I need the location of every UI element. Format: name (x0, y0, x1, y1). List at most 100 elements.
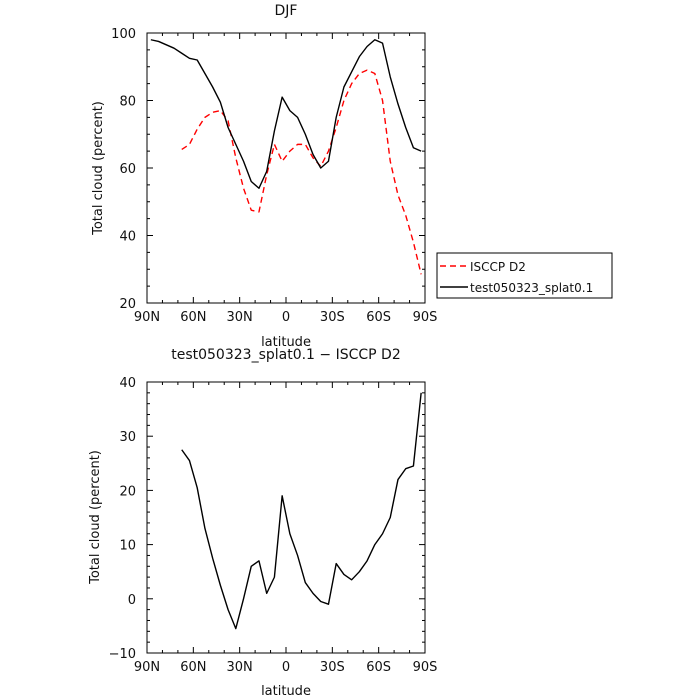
top-data-point (420, 150, 422, 152)
top-x-tick-label: 30N (227, 310, 253, 325)
legend-label-test050323-splat0-1: test050323_splat0.1 (470, 281, 593, 295)
top-chart-y-axis-label: Total cloud (percent) (91, 101, 106, 236)
bottom-chart-title: test050323_splat0.1 − ISCCP D2 (171, 347, 401, 363)
top-data-point (359, 56, 361, 58)
top-data-point (374, 73, 376, 75)
bottom-data-point (351, 579, 353, 581)
bottom-chart-y-axis-label: Total cloud (percent) (88, 450, 103, 585)
bottom-data-point (243, 598, 245, 600)
top-data-point (250, 181, 252, 183)
bottom-x-tick-label: 90N (134, 660, 160, 675)
bottom-data-point (181, 449, 183, 451)
top-y-tick-label: 60 (119, 162, 136, 177)
top-data-point (173, 47, 175, 49)
bottom-data-point (359, 571, 361, 573)
bottom-y-tick-label: 30 (119, 430, 136, 445)
top-chart-plot-frame (146, 32, 426, 304)
bottom-data-point (413, 465, 415, 467)
bottom-data-point (258, 560, 260, 562)
top-data-point (405, 214, 407, 216)
top-data-point (196, 128, 198, 130)
top-data-point (366, 69, 368, 71)
bottom-data-point (220, 584, 222, 586)
bottom-data-point (196, 487, 198, 489)
top-x-tick-label: 0 (282, 310, 290, 325)
top-data-point (297, 117, 299, 119)
top-series-line-isccp-d2 (181, 69, 422, 275)
top-y-tick-label: 40 (119, 230, 136, 245)
bottom-data-point (227, 609, 229, 611)
top-chart-legend: ISCCP D2 test050323_splat0.1 (436, 252, 613, 299)
bottom-data-point (274, 576, 276, 578)
bottom-x-tick-label: 60S (366, 660, 391, 675)
legend-box (436, 252, 613, 299)
top-data-point (235, 157, 237, 159)
top-data-point (343, 86, 345, 88)
top-data-point (397, 103, 399, 105)
top-data-point (320, 167, 322, 169)
bottom-data-point (420, 392, 422, 394)
top-data-point (289, 150, 291, 152)
bottom-y-tick-label: 10 (119, 539, 136, 554)
bottom-y-tick-label: 40 (119, 376, 136, 391)
top-data-point (235, 144, 237, 146)
top-data-point (305, 144, 307, 146)
top-data-point (420, 274, 422, 276)
top-data-point (189, 144, 191, 146)
bottom-data-point (250, 565, 252, 567)
top-x-tick-label: 60S (366, 310, 391, 325)
top-data-point (212, 86, 214, 88)
bottom-data-point (266, 593, 268, 595)
top-data-point (220, 110, 222, 112)
bottom-data-point (397, 479, 399, 481)
top-y-tick-label: 80 (119, 95, 136, 110)
bottom-data-point (189, 460, 191, 462)
bottom-chart-x-axis-label: latitude (261, 684, 311, 699)
top-data-point (189, 58, 191, 60)
bottom-data-point (305, 582, 307, 584)
top-data-point (258, 211, 260, 213)
top-chart-x-axis-label: latitude (261, 335, 311, 350)
top-data-point (281, 160, 283, 162)
top-x-tick-label: 90S (413, 310, 438, 325)
top-data-point (220, 101, 222, 103)
bottom-data-point (320, 601, 322, 603)
top-data-point (181, 52, 183, 54)
bottom-x-tick-label: 30S (320, 660, 345, 675)
top-data-point (212, 112, 214, 114)
bottom-y-tick-label: 0 (128, 593, 136, 608)
bottom-data-point (366, 560, 368, 562)
top-series-line-test050323-splat0-1 (150, 39, 422, 189)
top-x-tick-label: 30S (320, 310, 345, 325)
top-data-point (250, 209, 252, 211)
top-data-point (382, 100, 384, 102)
top-x-tick-label: 90N (134, 310, 160, 325)
bottom-data-point (235, 628, 237, 630)
top-y-tick-label: 20 (119, 297, 136, 312)
top-data-point (312, 157, 314, 159)
top-data-point (266, 171, 268, 173)
top-data-point (204, 117, 206, 119)
bottom-data-point (335, 563, 337, 565)
bottom-data-point (343, 574, 345, 576)
bottom-data-point (297, 555, 299, 557)
bottom-x-tick-label: 30N (227, 660, 253, 675)
bottom-data-point (328, 603, 330, 605)
top-data-point (335, 117, 337, 119)
top-data-point (196, 59, 198, 61)
top-y-tick-label: 100 (111, 27, 136, 42)
top-data-point (166, 44, 168, 46)
bottom-data-point (281, 495, 283, 497)
top-data-point (243, 187, 245, 189)
top-data-point (389, 76, 391, 78)
bottom-data-point (204, 528, 206, 530)
top-data-point (335, 127, 337, 129)
top-data-point (328, 150, 330, 152)
top-data-point (181, 149, 183, 151)
top-data-point (328, 160, 330, 162)
top-chart-panel: DJF latitude Total cloud (percent) 90N 60… (91, 3, 437, 350)
top-data-point (343, 100, 345, 102)
bottom-chart-panel: test050323_splat0.1 − ISCCP D2 latitude … (88, 347, 437, 699)
bottom-y-tick-label: −10 (109, 647, 136, 662)
